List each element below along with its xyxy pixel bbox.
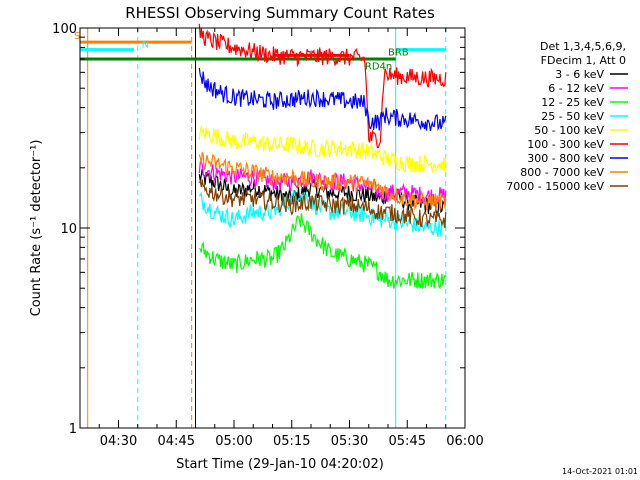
- annotation-brb: BRB: [388, 47, 409, 58]
- annotation-s: S: [74, 31, 80, 42]
- x-tick-label-4: 05:15: [273, 434, 310, 449]
- x-tick-label-3: 05:00: [215, 434, 252, 449]
- legend-label-5: 50 - 100 keV: [534, 124, 604, 137]
- series-line-5: [198, 125, 447, 173]
- series-line-6: [198, 23, 447, 149]
- legend-label-8: 800 - 7000 keV: [520, 166, 604, 179]
- legend-label-3: 12 - 25 keV: [541, 96, 604, 109]
- y-tick-label-2: 10: [60, 222, 77, 237]
- x-tick-label-5: 05:30: [331, 434, 368, 449]
- legend-label-4: 25 - 50 keV: [541, 110, 604, 123]
- x-tick-label-7: 06:00: [446, 434, 483, 449]
- y-axis-label: Count Rate (s⁻¹ detector⁻¹): [29, 140, 44, 317]
- x-tick-label-6: 05:45: [389, 434, 426, 449]
- series-line-8: [198, 151, 447, 211]
- legend-label-2: 6 - 12 keV: [548, 82, 604, 95]
- x-axis-label: Start Time (29-Jan-10 04:20:02): [176, 457, 384, 472]
- legend-label-6: 100 - 300 keV: [527, 138, 604, 151]
- legend-label-9: 7000 - 15000 keV: [506, 180, 604, 193]
- data-layer: S N RD4n BRB: [74, 23, 447, 428]
- annotation-rd4n: RD4n: [365, 62, 392, 73]
- chart-title: RHESSI Observing Summary Count Rates: [125, 4, 435, 22]
- legend-label-1: 3 - 6 keV: [555, 68, 604, 81]
- legend-label-7: 300 - 800 keV: [527, 152, 604, 165]
- legend: Det 1,3,4,5,6,9, FDecim 1, Att 0 3 - 6 k…: [506, 40, 628, 193]
- x-tick-label-2: 04:45: [158, 434, 195, 449]
- annotation-n: N: [142, 39, 149, 50]
- series-line-7: [198, 67, 447, 132]
- footer-date: 14-Oct-2021 01:01: [562, 467, 638, 476]
- series-line-2: [198, 161, 447, 205]
- y-tick-label-1: 1: [69, 422, 77, 437]
- legend-header-line-1: Det 1,3,4,5,6,9,: [540, 40, 626, 53]
- series-line-9: [198, 179, 447, 228]
- series-line-3: [198, 213, 447, 290]
- axis-layer: 04:30 04:45 05:00 05:15 05:30 05:45 06:00 1 10 10…: [52, 22, 484, 449]
- y-tick-label-3: 100: [52, 22, 77, 37]
- legend-header-line-2: FDecim 1, Att 0: [541, 54, 626, 67]
- x-tick-label-1: 04:30: [100, 434, 137, 449]
